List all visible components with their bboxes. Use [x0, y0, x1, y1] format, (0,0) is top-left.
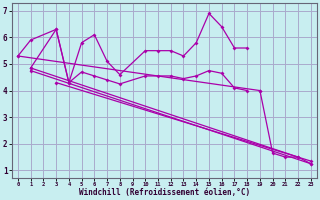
X-axis label: Windchill (Refroidissement éolien,°C): Windchill (Refroidissement éolien,°C) — [79, 188, 250, 197]
